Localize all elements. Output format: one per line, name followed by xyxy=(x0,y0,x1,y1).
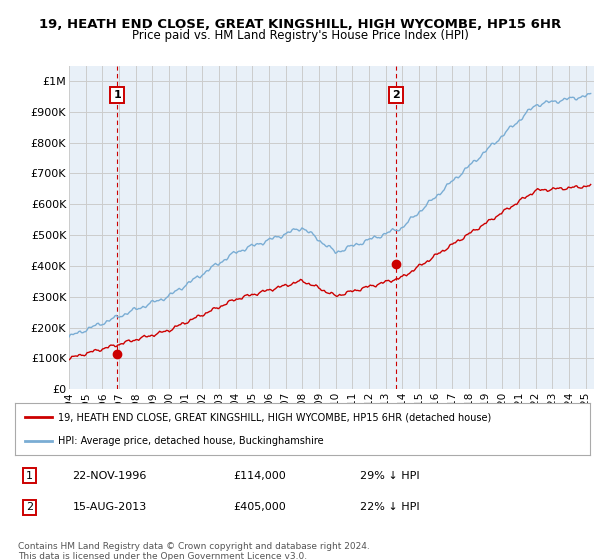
Text: £405,000: £405,000 xyxy=(233,502,286,512)
Text: 1: 1 xyxy=(26,470,33,480)
Text: 15-AUG-2013: 15-AUG-2013 xyxy=(73,502,147,512)
Text: Price paid vs. HM Land Registry's House Price Index (HPI): Price paid vs. HM Land Registry's House … xyxy=(131,29,469,42)
Text: 1: 1 xyxy=(113,90,121,100)
Text: HPI: Average price, detached house, Buckinghamshire: HPI: Average price, detached house, Buck… xyxy=(58,436,324,446)
Text: 29% ↓ HPI: 29% ↓ HPI xyxy=(360,470,419,480)
Text: 19, HEATH END CLOSE, GREAT KINGSHILL, HIGH WYCOMBE, HP15 6HR (detached house): 19, HEATH END CLOSE, GREAT KINGSHILL, HI… xyxy=(58,412,491,422)
Text: 22% ↓ HPI: 22% ↓ HPI xyxy=(360,502,419,512)
Text: Contains HM Land Registry data © Crown copyright and database right 2024.
This d: Contains HM Land Registry data © Crown c… xyxy=(18,542,370,560)
Text: 19, HEATH END CLOSE, GREAT KINGSHILL, HIGH WYCOMBE, HP15 6HR: 19, HEATH END CLOSE, GREAT KINGSHILL, HI… xyxy=(39,18,561,31)
Text: 2: 2 xyxy=(392,90,400,100)
Text: £114,000: £114,000 xyxy=(233,470,286,480)
Text: 2: 2 xyxy=(26,502,33,512)
Text: 22-NOV-1996: 22-NOV-1996 xyxy=(73,470,147,480)
